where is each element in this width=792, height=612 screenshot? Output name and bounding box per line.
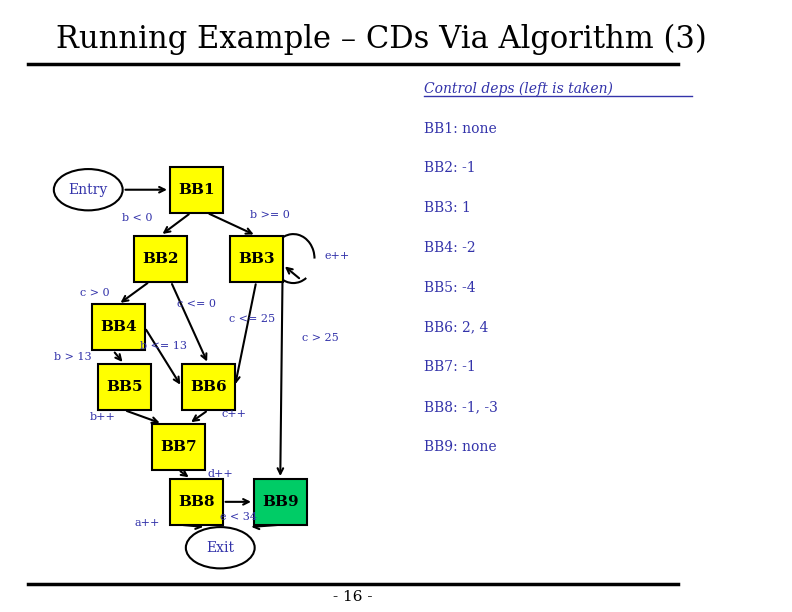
Text: BB9: none: BB9: none	[424, 440, 497, 453]
Text: b >= 0: b >= 0	[250, 210, 291, 220]
Text: BB9: BB9	[262, 495, 299, 509]
Text: b <= 13: b <= 13	[139, 341, 187, 351]
Text: b < 0: b < 0	[121, 213, 152, 223]
Text: BB2: -1: BB2: -1	[424, 162, 475, 175]
Text: d++: d++	[207, 469, 233, 479]
Text: BB5: BB5	[106, 380, 143, 394]
Text: BB6: BB6	[190, 380, 227, 394]
Text: BB6: 2, 4: BB6: 2, 4	[424, 321, 488, 334]
Text: BB4: BB4	[100, 321, 136, 334]
Text: BB3: 1: BB3: 1	[424, 201, 470, 215]
Text: BB1: none: BB1: none	[424, 122, 497, 135]
Text: c++: c++	[221, 409, 246, 419]
Text: b++: b++	[89, 412, 116, 422]
Text: BB8: BB8	[178, 495, 215, 509]
Text: BB7: BB7	[160, 440, 196, 453]
Text: e++: e++	[325, 250, 350, 261]
Text: c > 25: c > 25	[302, 333, 339, 343]
Text: c <= 25: c <= 25	[230, 314, 276, 324]
Text: Control deps (left is taken): Control deps (left is taken)	[424, 81, 612, 96]
FancyBboxPatch shape	[253, 479, 307, 525]
FancyBboxPatch shape	[152, 424, 204, 470]
Text: BB8: -1, -3: BB8: -1, -3	[424, 400, 497, 414]
Text: c > 0: c > 0	[80, 288, 110, 298]
Text: BB2: BB2	[142, 252, 178, 266]
Text: BB4: -2: BB4: -2	[424, 241, 475, 255]
FancyBboxPatch shape	[230, 236, 283, 282]
Text: a++: a++	[135, 518, 160, 528]
FancyBboxPatch shape	[134, 236, 187, 282]
Text: - 16 -: - 16 -	[333, 590, 373, 603]
FancyBboxPatch shape	[182, 364, 234, 410]
Text: e < 34: e < 34	[219, 512, 257, 522]
FancyBboxPatch shape	[97, 364, 150, 410]
Text: b > 13: b > 13	[54, 353, 92, 362]
Text: BB1: BB1	[178, 183, 215, 196]
Text: BB3: BB3	[238, 252, 275, 266]
FancyBboxPatch shape	[169, 167, 223, 213]
Text: BB5: -4: BB5: -4	[424, 281, 475, 294]
FancyBboxPatch shape	[169, 479, 223, 525]
FancyBboxPatch shape	[92, 305, 145, 350]
Text: BB7: -1: BB7: -1	[424, 360, 475, 374]
Text: Running Example – CDs Via Algorithm (3): Running Example – CDs Via Algorithm (3)	[56, 24, 707, 56]
Text: Entry: Entry	[69, 183, 108, 196]
Text: c <= 0: c <= 0	[177, 299, 216, 310]
Text: Exit: Exit	[206, 541, 234, 554]
